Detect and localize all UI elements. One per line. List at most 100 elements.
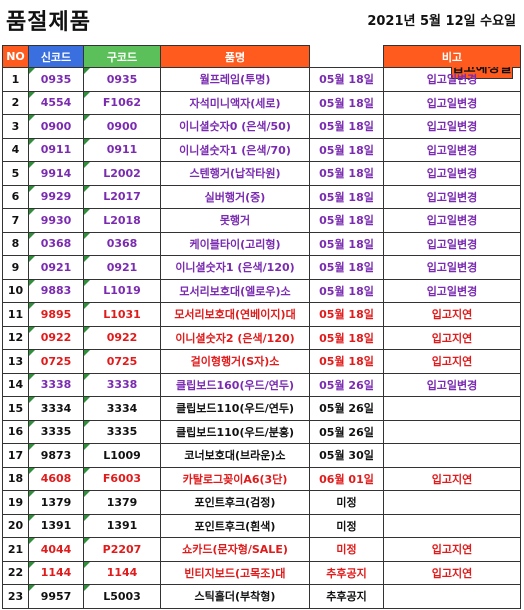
row-new-code: 9930 [28, 208, 84, 233]
table-row: 16 3335 3335 클립보드110(우드/분홍) 05월 26일 [2, 419, 521, 444]
table-row: 6 9929 L2017 실버행거(중) 05월 18일 입고일변경 [2, 184, 521, 209]
table-row: 2 4554 F1062 자석미니액자(세로) 05월 18일 입고일변경 [2, 90, 521, 115]
column-header-no: NO [2, 45, 29, 68]
table-row: 10 9883 L1019 모서리보호대(엘로우)소 05월 18일 입고일변경 [2, 278, 521, 303]
row-arrival-date: 05월 18일 [309, 349, 384, 374]
row-arrival-date: 05월 18일 [309, 208, 384, 233]
row-product-name: 모서리보호대(연베이지)대 [160, 302, 310, 327]
row-note: 입고지연 [383, 325, 521, 350]
row-no: 12 [2, 325, 29, 350]
row-old-code: L5003 [83, 584, 161, 609]
row-product-name: 포인트후크(검정) [160, 490, 310, 515]
row-arrival-date: 05월 18일 [309, 184, 384, 209]
row-no: 3 [2, 114, 29, 139]
row-arrival-date: 05월 18일 [309, 231, 384, 256]
row-old-code: 0921 [83, 255, 161, 280]
row-new-code: 0900 [28, 114, 84, 139]
row-new-code: 9895 [28, 302, 84, 327]
row-note: 입고지연 [383, 466, 521, 491]
row-note [383, 490, 521, 515]
row-no: 11 [2, 302, 29, 327]
row-note: 입고일변경 [383, 161, 521, 186]
row-note: 입고지연 [383, 302, 521, 327]
row-new-code: 9873 [28, 443, 84, 468]
row-note: 입고일변경 [383, 67, 521, 92]
row-product-name: 이니셜숫자1 (은색/70) [160, 137, 310, 162]
row-old-code: F1062 [83, 90, 161, 115]
row-note [383, 443, 521, 468]
row-note: 입고지연 [383, 560, 521, 585]
row-note: 입고일변경 [383, 255, 521, 280]
row-no: 16 [2, 419, 29, 444]
table-row: 7 9930 L2018 못행거 05월 18일 입고일변경 [2, 208, 521, 233]
table-row: 17 9873 L1009 코너보호대(브라운)소 05월 30일 [2, 443, 521, 468]
row-new-code: 0725 [28, 349, 84, 374]
table-row: 13 0725 0725 걸이형행거(S자)소 05월 18일 입고지연 [2, 349, 521, 374]
row-arrival-date: 미정 [309, 537, 384, 562]
row-product-name: 코너보호대(브라운)소 [160, 443, 310, 468]
table-row: 12 0922 0922 이니셜숫자2 (은색/120) 05월 18일 입고지연 [2, 325, 521, 350]
row-old-code: 1391 [83, 513, 161, 538]
row-old-code: 0922 [83, 325, 161, 350]
row-no: 6 [2, 184, 29, 209]
row-no: 9 [2, 255, 29, 280]
row-new-code: 0921 [28, 255, 84, 280]
row-arrival-date: 05월 30일 [309, 443, 384, 468]
row-product-name: 이니셜숫자0 (은색/50) [160, 114, 310, 139]
row-new-code: 0911 [28, 137, 84, 162]
row-no: 17 [2, 443, 29, 468]
row-no: 2 [2, 90, 29, 115]
row-old-code: 3338 [83, 372, 161, 397]
row-product-name: 빈티지보드(고목조)대 [160, 560, 310, 585]
row-old-code: L2017 [83, 184, 161, 209]
row-old-code: 0725 [83, 349, 161, 374]
row-note: 입고일변경 [383, 137, 521, 162]
row-new-code: 3335 [28, 419, 84, 444]
row-no: 23 [2, 584, 29, 609]
row-old-code: L2002 [83, 161, 161, 186]
table-row: 18 4608 F6003 카탈로그꽂이A6(3단) 06월 01일 입고지연 [2, 466, 521, 491]
row-arrival-date: 05월 26일 [309, 396, 384, 421]
row-old-code: 0900 [83, 114, 161, 139]
row-product-name: 모서리보호대(엘로우)소 [160, 278, 310, 303]
row-old-code: L1009 [83, 443, 161, 468]
row-note: 입고일변경 [383, 278, 521, 303]
row-new-code: 9914 [28, 161, 84, 186]
table-row: 1 0935 0935 월프레임(투명) 05월 18일 입고일변경 [2, 67, 521, 92]
row-product-name: 쇼카드(문자형/SALE) [160, 537, 310, 562]
row-arrival-date: 05월 18일 [309, 325, 384, 350]
table-row: 5 9914 L2002 스텐행거(납작타원) 05월 18일 입고일변경 [2, 161, 521, 186]
table-row: 22 1144 1144 빈티지보드(고목조)대 추후공지 입고지연 [2, 560, 521, 585]
row-no: 13 [2, 349, 29, 374]
report-date: 2021년 5월 12일 수요일 [367, 14, 516, 29]
row-arrival-date: 05월 18일 [309, 114, 384, 139]
row-arrival-date: 05월 18일 [309, 137, 384, 162]
row-arrival-date: 05월 18일 [309, 90, 384, 115]
row-new-code: 4044 [28, 537, 84, 562]
row-new-code: 9883 [28, 278, 84, 303]
table-row: 14 3338 3338 클립보드160(우드/연두) 05월 26일 입고일변경 [2, 372, 521, 397]
table-row: 23 9957 L5003 스틱홀더(부착형) 추후공지 [2, 584, 521, 609]
row-note: 입고일변경 [383, 208, 521, 233]
row-old-code: 1379 [83, 490, 161, 515]
row-note: 입고지연 [383, 349, 521, 374]
table-row: 15 3334 3334 클립보드110(우드/연두) 05월 26일 [2, 396, 521, 421]
row-note: 입고일변경 [383, 90, 521, 115]
row-no: 8 [2, 231, 29, 256]
row-note: 입고지연 [383, 537, 521, 562]
table-header-row: NO 신코드 구코드 품명 입고예정일 비고 [2, 45, 521, 79]
row-new-code: 1391 [28, 513, 84, 538]
row-old-code: 3335 [83, 419, 161, 444]
column-header-new-code: 신코드 [28, 45, 84, 68]
row-arrival-date: 05월 18일 [309, 255, 384, 280]
stock-table: NO 신코드 구코드 품명 입고예정일 비고 1 0935 0935 월프레임(투명)… [2, 45, 521, 609]
row-product-name: 스틱홀더(부착형) [160, 584, 310, 609]
row-new-code: 1144 [28, 560, 84, 585]
row-arrival-date: 05월 18일 [309, 278, 384, 303]
row-product-name: 걸이형행거(S자)소 [160, 349, 310, 374]
row-arrival-date: 미정 [309, 490, 384, 515]
column-header-product-name: 품명 [160, 45, 310, 68]
row-old-code: L1031 [83, 302, 161, 327]
row-note: 입고일변경 [383, 184, 521, 209]
